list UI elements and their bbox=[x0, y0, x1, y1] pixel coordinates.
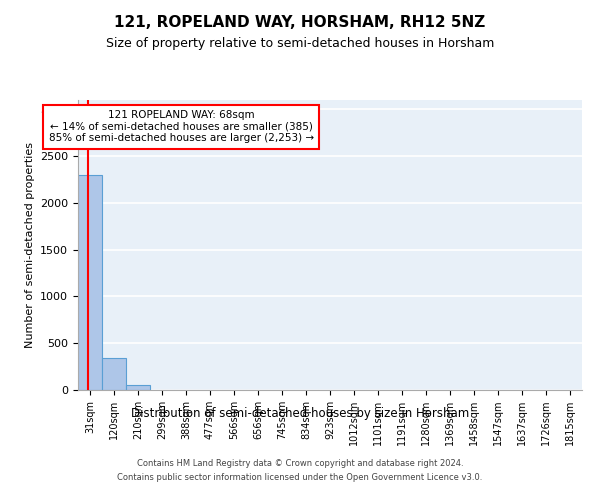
Text: Contains HM Land Registry data © Crown copyright and database right 2024.: Contains HM Land Registry data © Crown c… bbox=[137, 458, 463, 468]
Bar bbox=[126, 386, 150, 390]
Bar bbox=[78, 175, 102, 390]
Text: 121, ROPELAND WAY, HORSHAM, RH12 5NZ: 121, ROPELAND WAY, HORSHAM, RH12 5NZ bbox=[115, 15, 485, 30]
Y-axis label: Number of semi-detached properties: Number of semi-detached properties bbox=[25, 142, 35, 348]
Text: Size of property relative to semi-detached houses in Horsham: Size of property relative to semi-detach… bbox=[106, 38, 494, 51]
Text: 121 ROPELAND WAY: 68sqm
← 14% of semi-detached houses are smaller (385)
85% of s: 121 ROPELAND WAY: 68sqm ← 14% of semi-de… bbox=[49, 110, 314, 144]
Bar bbox=[102, 358, 126, 390]
Text: Distribution of semi-detached houses by size in Horsham: Distribution of semi-detached houses by … bbox=[131, 408, 469, 420]
Text: Contains public sector information licensed under the Open Government Licence v3: Contains public sector information licen… bbox=[118, 474, 482, 482]
